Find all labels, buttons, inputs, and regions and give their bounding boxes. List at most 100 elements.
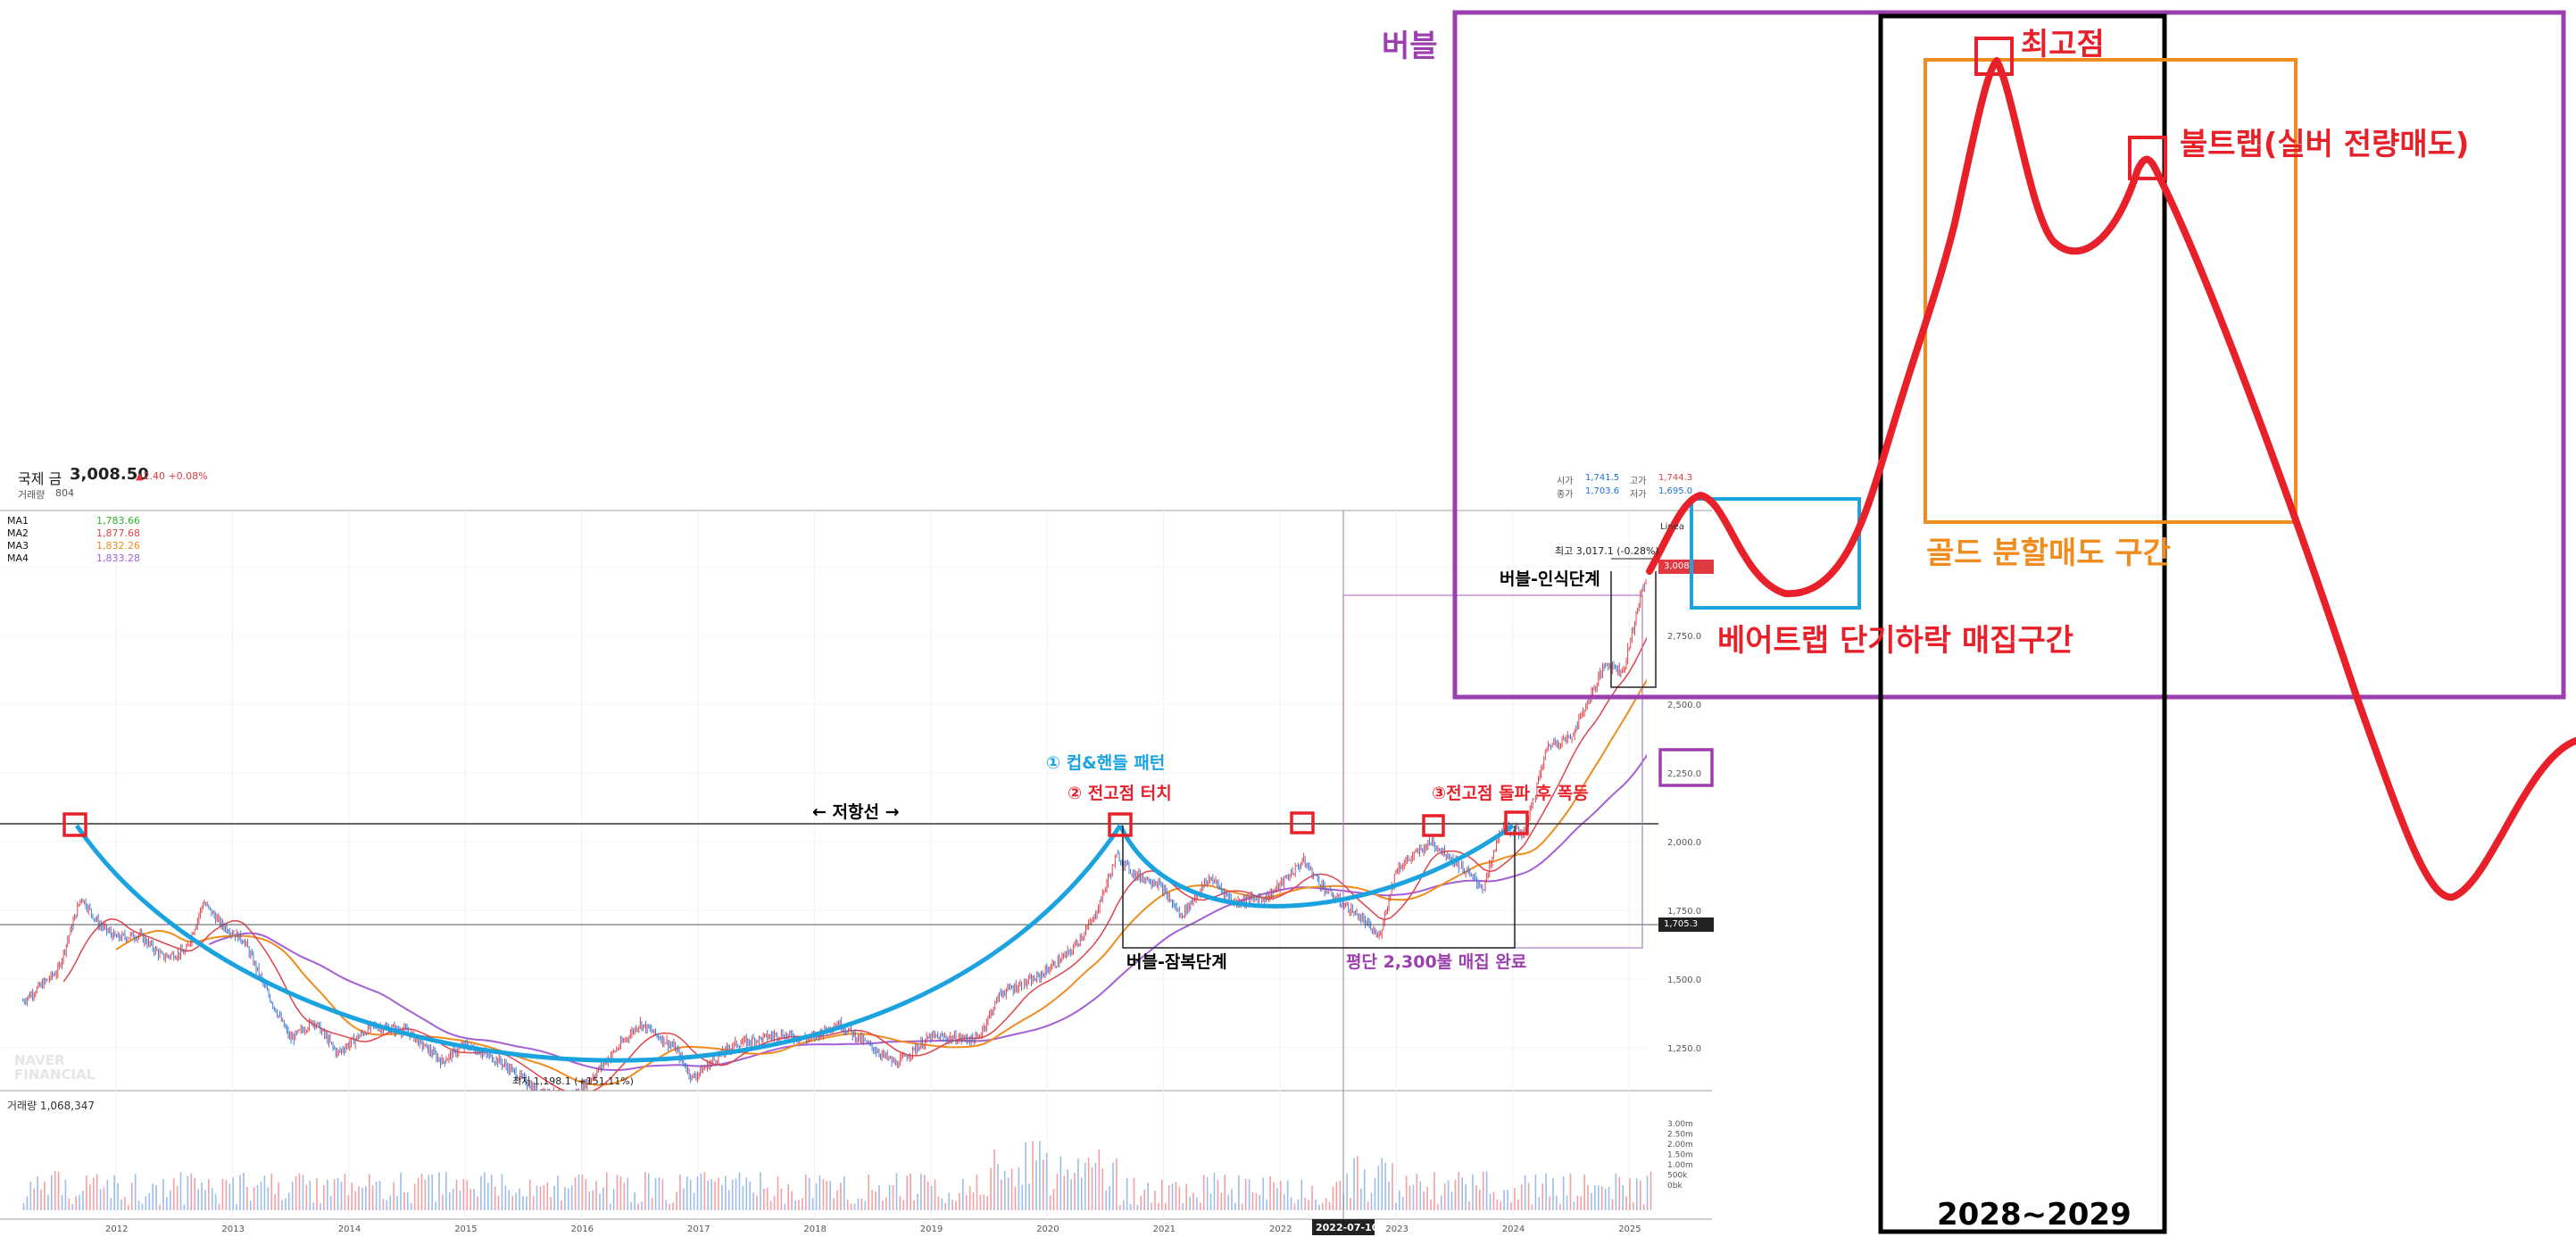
volume-bar <box>1001 1179 1002 1210</box>
volume-bar <box>850 1203 852 1210</box>
volume-bar <box>1304 1197 1306 1210</box>
volume-bar <box>630 1201 632 1210</box>
volume-bar <box>393 1182 395 1210</box>
volume-bar <box>1052 1189 1055 1210</box>
volume-bar <box>1280 1181 1282 1210</box>
volume-bar <box>526 1196 528 1210</box>
volume-bar <box>1633 1202 1634 1210</box>
volume-bar <box>110 1198 112 1210</box>
volume-bar <box>802 1198 803 1210</box>
volume-bar <box>1541 1183 1543 1210</box>
volume-bar <box>194 1178 195 1210</box>
volume-bar <box>885 1197 887 1210</box>
volume-bar <box>1381 1158 1384 1210</box>
volume-bar <box>934 1179 936 1210</box>
volume-bar <box>494 1186 496 1210</box>
volume-bar <box>1440 1195 1442 1210</box>
volume-bar <box>347 1195 350 1210</box>
volume-tick-label: 500k <box>1667 1172 1688 1181</box>
volume-bar <box>1074 1173 1076 1210</box>
volume-bar <box>749 1181 751 1210</box>
forecast-curve <box>1646 57 2576 901</box>
volume-bar <box>840 1183 842 1210</box>
volume-bar <box>225 1180 228 1210</box>
volume-bar <box>718 1177 719 1210</box>
volume-bar <box>1485 1171 1488 1210</box>
volume-bar <box>448 1192 451 1210</box>
volume-bar <box>501 1174 503 1210</box>
volume-bar <box>1160 1179 1163 1210</box>
volume-bar <box>316 1178 318 1210</box>
volume-bar <box>1569 1173 1572 1210</box>
x-tick-label: 2012 <box>105 1225 128 1234</box>
volume-bar <box>972 1191 975 1210</box>
volume-bar <box>1552 1177 1554 1210</box>
volume-bar <box>486 1183 489 1210</box>
volume-bar <box>281 1200 283 1210</box>
volume-bar <box>1238 1175 1240 1210</box>
volume-bar <box>602 1187 604 1210</box>
volume-bar <box>1450 1191 1453 1210</box>
volume-bar <box>1276 1188 1278 1210</box>
volume-bar <box>1496 1199 1499 1210</box>
volume-bar <box>798 1200 800 1210</box>
x-tick-label: 2019 <box>920 1225 943 1234</box>
x-tick-label: 2021 <box>1153 1225 1176 1234</box>
volume-bar <box>452 1188 454 1210</box>
volume-bar <box>811 1198 814 1210</box>
volume-bar <box>40 1189 42 1210</box>
period-box <box>1878 13 2167 1234</box>
volume-bar <box>1158 1202 1159 1210</box>
volume-bar <box>1395 1202 1397 1210</box>
volume-bar <box>128 1204 129 1210</box>
volume-bar <box>1154 1190 1156 1210</box>
volume-bar <box>599 1193 601 1210</box>
volume-bar <box>1119 1204 1121 1210</box>
volume-bar <box>462 1179 465 1210</box>
volume-bar <box>669 1204 670 1210</box>
volume-bar <box>1500 1201 1502 1210</box>
volume-bar <box>1151 1202 1152 1210</box>
open-value: 1,741.5 <box>1585 473 1620 483</box>
volume-bar <box>1514 1188 1516 1210</box>
volume-bar <box>553 1186 555 1210</box>
volume-bar <box>243 1173 245 1210</box>
stealth-bracket <box>1122 826 1516 949</box>
volume-bar <box>1534 1174 1537 1210</box>
volume-bar <box>54 1171 56 1210</box>
volume-bar <box>1597 1185 1600 1210</box>
volume-bar <box>986 1196 988 1210</box>
volume-bar <box>661 1179 664 1210</box>
volume-bar <box>888 1184 891 1210</box>
volume-bar <box>106 1180 109 1210</box>
volume-bar <box>1611 1199 1614 1210</box>
price-candles <box>22 578 1647 1091</box>
volume-bars <box>22 1141 1652 1210</box>
volume-tick-label: 1.50m <box>1667 1151 1693 1160</box>
volume-bar <box>592 1190 594 1210</box>
volume-bar <box>1587 1184 1589 1210</box>
volume-bar <box>868 1175 869 1210</box>
volume-bar <box>1109 1186 1110 1210</box>
volume-bar <box>1112 1162 1114 1210</box>
volume-bar <box>1468 1201 1470 1210</box>
volume-bar <box>1359 1188 1362 1210</box>
volume-bar <box>263 1175 266 1210</box>
y-tick-label: 2,250.0 <box>1667 769 1701 779</box>
volume-bar <box>546 1182 549 1210</box>
x-tick-label: 2014 <box>338 1225 361 1234</box>
volume-bar <box>1273 1182 1275 1210</box>
volume-bar <box>1168 1185 1170 1210</box>
volume-bar <box>864 1200 867 1210</box>
cup-handle-label: ① 컵&핸들 패턴 <box>1046 753 1166 773</box>
ma-legend-row: MA1 1,783.66 <box>7 515 140 527</box>
volume-bar <box>1517 1199 1519 1210</box>
volume-bar <box>386 1200 388 1210</box>
volume-bar <box>208 1179 210 1210</box>
x-tick-label: 2025 <box>1618 1225 1641 1234</box>
x-tick-label: 2020 <box>1036 1225 1059 1234</box>
volume-bar <box>647 1173 650 1210</box>
volume-bar <box>1101 1168 1104 1210</box>
volume-bar <box>1591 1192 1592 1210</box>
volume-bar <box>455 1179 458 1210</box>
